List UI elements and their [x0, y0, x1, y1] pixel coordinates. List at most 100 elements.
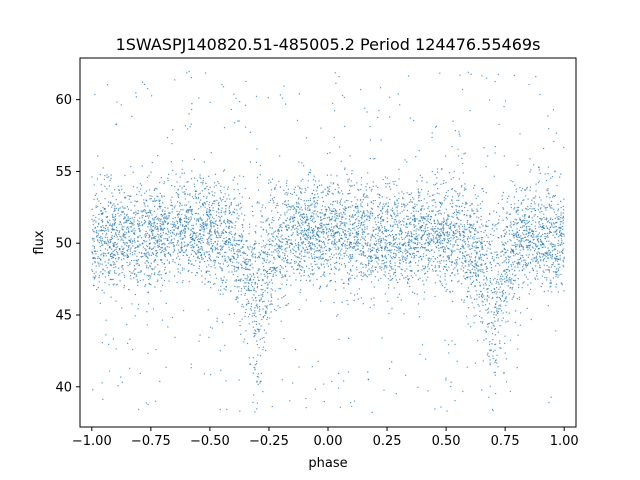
- data-point: [348, 206, 350, 208]
- data-point: [443, 238, 445, 240]
- data-point: [490, 311, 493, 313]
- data-point: [410, 270, 412, 272]
- data-point: [122, 250, 124, 253]
- data-point: [332, 204, 334, 206]
- data-point: [93, 184, 95, 186]
- data-point: [304, 191, 306, 193]
- data-point: [515, 223, 518, 225]
- data-point: [407, 242, 409, 244]
- data-point: [384, 275, 386, 277]
- data-point: [301, 220, 303, 222]
- data-point: [322, 231, 324, 233]
- data-point: [178, 193, 180, 196]
- data-point: [424, 265, 426, 268]
- data-point: [151, 95, 153, 97]
- data-point: [216, 236, 218, 239]
- data-point: [242, 230, 245, 232]
- data-point: [297, 220, 299, 223]
- data-point: [151, 237, 153, 239]
- data-point: [269, 194, 272, 196]
- data-point: [181, 172, 183, 174]
- data-point: [544, 235, 546, 238]
- data-point: [205, 225, 207, 227]
- data-point: [515, 274, 517, 276]
- data-point: [108, 185, 110, 187]
- data-point: [362, 275, 364, 277]
- data-point: [460, 235, 462, 237]
- data-point: [501, 295, 503, 297]
- data-point: [129, 262, 131, 264]
- data-point: [190, 238, 193, 241]
- data-point: [406, 275, 409, 277]
- data-point: [482, 259, 485, 262]
- data-point: [95, 216, 97, 219]
- data-point: [299, 215, 301, 217]
- data-point: [517, 266, 519, 268]
- data-point: [108, 242, 110, 244]
- data-point: [164, 255, 166, 258]
- data-point: [481, 200, 483, 203]
- data-point: [253, 244, 255, 246]
- data-point: [298, 197, 300, 199]
- data-point: [101, 237, 103, 239]
- data-point: [229, 260, 232, 262]
- data-point: [349, 256, 352, 258]
- data-point: [516, 209, 519, 211]
- data-point: [248, 223, 251, 225]
- data-point: [170, 223, 172, 225]
- data-point: [134, 293, 136, 296]
- data-point: [333, 136, 335, 138]
- data-point: [187, 270, 189, 272]
- data-point: [351, 170, 353, 172]
- data-point: [441, 285, 444, 287]
- data-point: [238, 262, 240, 264]
- data-point: [451, 188, 453, 190]
- data-point: [139, 279, 141, 282]
- data-point: [285, 243, 287, 245]
- data-point: [350, 268, 352, 271]
- data-point: [448, 237, 450, 240]
- data-point: [424, 226, 426, 228]
- data-point: [433, 238, 435, 240]
- data-point: [363, 193, 365, 195]
- data-point: [534, 214, 536, 216]
- data-point: [112, 219, 114, 221]
- data-point: [427, 190, 429, 192]
- data-point: [326, 217, 329, 219]
- data-point: [503, 371, 505, 374]
- data-point: [185, 254, 188, 256]
- data-point: [363, 211, 365, 213]
- data-point: [397, 225, 399, 227]
- data-point: [498, 288, 500, 290]
- data-point: [122, 235, 124, 237]
- data-point: [256, 328, 258, 330]
- data-point: [347, 199, 349, 202]
- data-point: [377, 239, 379, 241]
- data-point: [139, 217, 141, 219]
- data-point: [379, 203, 381, 205]
- data-point: [264, 275, 266, 277]
- data-point: [462, 172, 464, 174]
- data-point: [546, 277, 548, 279]
- data-point: [326, 231, 328, 234]
- data-point: [197, 252, 199, 254]
- data-point: [126, 241, 128, 244]
- data-point: [305, 213, 308, 216]
- data-point: [391, 233, 394, 236]
- data-point: [292, 218, 294, 220]
- data-point: [183, 230, 185, 232]
- data-point: [175, 192, 177, 194]
- data-point: [152, 230, 155, 232]
- data-point: [432, 270, 434, 272]
- data-point: [284, 247, 287, 250]
- data-point: [508, 258, 510, 260]
- data-point: [171, 242, 174, 244]
- data-point: [457, 193, 459, 195]
- data-point: [315, 206, 317, 208]
- data-point: [487, 326, 489, 328]
- data-point: [268, 244, 270, 246]
- data-point: [463, 255, 465, 257]
- data-point: [343, 212, 345, 214]
- data-point: [95, 205, 97, 207]
- data-point: [358, 222, 360, 224]
